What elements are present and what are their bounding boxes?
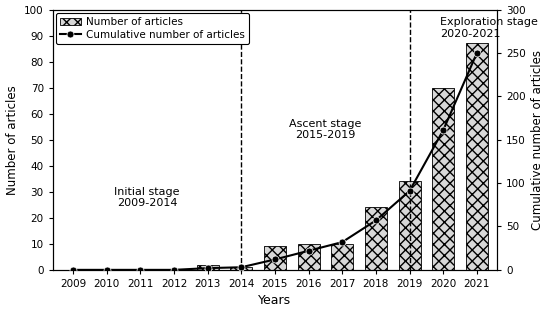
Text: Initial stage
2009-2014: Initial stage 2009-2014 [114, 187, 180, 208]
Bar [365, 208, 387, 270]
Bar [230, 267, 252, 270]
X-axis label: Years: Years [258, 295, 292, 307]
Y-axis label: Number of articles: Number of articles [6, 85, 19, 195]
Legend: Number of articles, Cumulative number of articles: Number of articles, Cumulative number of… [56, 13, 249, 44]
Text: Exploration stage
2020-2021: Exploration stage 2020-2021 [440, 17, 538, 39]
Bar [466, 44, 488, 270]
Bar [197, 265, 218, 270]
Bar [298, 244, 320, 270]
Y-axis label: Cumulative number of articles: Cumulative number of articles [531, 50, 544, 230]
Bar [432, 88, 454, 270]
Bar [264, 246, 286, 270]
Bar [331, 244, 353, 270]
Text: Ascent stage
2015-2019: Ascent stage 2015-2019 [289, 119, 361, 141]
Bar [399, 181, 421, 270]
